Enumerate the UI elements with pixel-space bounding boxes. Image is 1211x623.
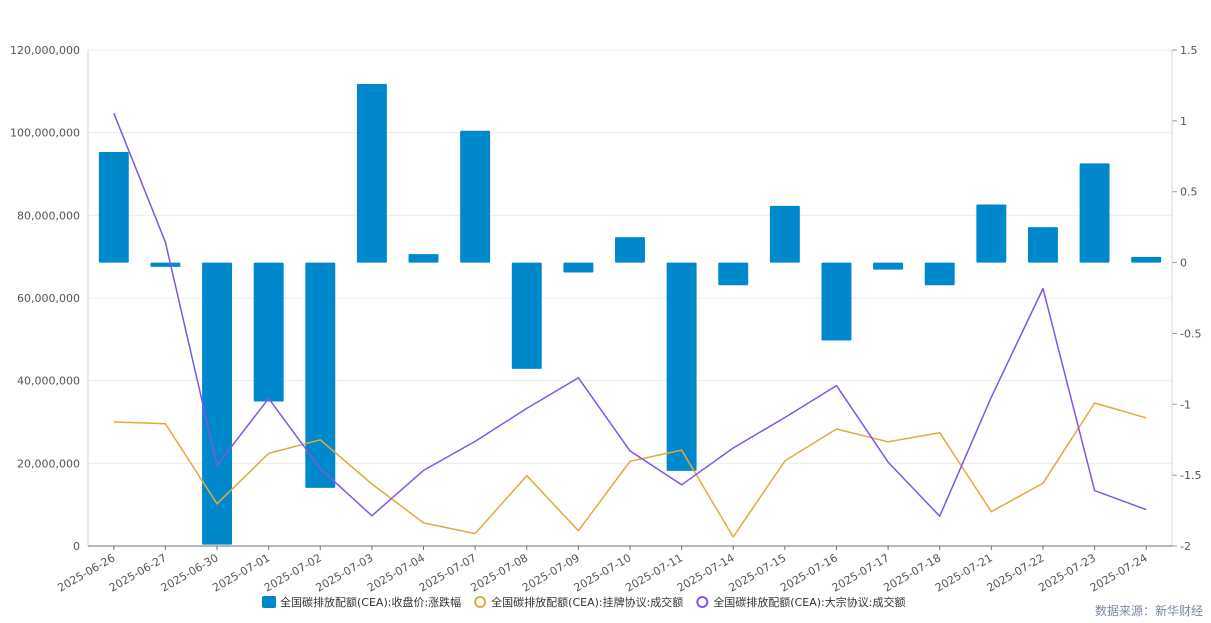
right-axis-tick-label: -2	[1180, 540, 1191, 553]
right-axis-tick-label: -1	[1180, 398, 1191, 411]
x-axis-tick-label: 2025-07-21	[933, 551, 995, 594]
right-axis-tick-label: 0.5	[1180, 186, 1198, 199]
legend-label: 全国碳排放配额(CEA):收盘价:涨跌幅	[280, 595, 461, 609]
left-axis-tick-label: 60,000,000	[17, 292, 80, 305]
line-series-block	[113, 112, 1147, 517]
x-axis-tick-label: 2025-07-14	[675, 551, 737, 594]
left-axis-tick-label: 100,000,000	[10, 127, 80, 140]
bar	[1131, 256, 1162, 263]
bar	[976, 204, 1007, 263]
source-label: 数据来源：新华财经	[1094, 604, 1203, 618]
left-y-axis: 0 20,000,000 40,000,000 60,000,000 80,000,00…	[10, 44, 89, 553]
legend-label: 全国碳排放配额(CEA):挂牌协议:成交额	[491, 595, 683, 609]
left-axis-tick-label: 120,000,000	[10, 44, 80, 57]
right-axis-tick-label: -0.5	[1180, 327, 1201, 340]
bar	[821, 262, 852, 341]
bar	[718, 262, 749, 286]
x-axis-tick-label: 2025-07-22	[985, 551, 1047, 594]
bar	[666, 262, 697, 471]
bar	[460, 130, 491, 263]
legend: 全国碳排放配额(CEA):收盘价:涨跌幅 全国碳排放配额(CEA):挂牌协议:成交…	[262, 595, 905, 609]
x-axis-tick-label: 2025-07-02	[262, 551, 324, 594]
x-axis-tick-label: 2025-07-24	[1088, 551, 1150, 594]
right-y-axis: -2 -1.5 -1 -0.5 0 0.5 1 1.5	[1171, 44, 1201, 553]
x-axis-tick-label: 2025-07-23	[1036, 551, 1098, 594]
left-axis-tick-label: 40,000,000	[17, 375, 80, 388]
right-axis-tick-label: 1	[1180, 115, 1187, 128]
bar	[1079, 163, 1110, 263]
x-axis-tick-label: 2025-07-03	[314, 551, 376, 594]
legend-swatch-line	[474, 596, 487, 608]
legend-swatch-bar	[262, 596, 276, 608]
bar	[511, 262, 542, 369]
left-axis-tick-label: 80,000,000	[17, 209, 80, 222]
x-axis-tick-label: 2025-07-01	[210, 551, 272, 594]
x-axis-tick-label: 2025-07-17	[830, 551, 892, 594]
x-axis-tick-label: 2025-07-04	[365, 551, 427, 594]
x-axis-tick-label: 2025-07-18	[881, 551, 943, 594]
legend-label: 全国碳排放配额(CEA):大宗协议:成交额	[713, 595, 905, 609]
left-axis-tick-label: 20,000,000	[17, 457, 80, 470]
bar	[1027, 227, 1058, 263]
line-series	[113, 112, 1147, 538]
right-axis-tick-label: 0	[1180, 257, 1187, 270]
bar	[253, 262, 284, 402]
x-axis-tick-label: 2025-07-16	[778, 551, 840, 594]
legend-swatch-line	[696, 596, 709, 608]
bar	[563, 262, 594, 273]
line-series-listed	[113, 402, 1147, 538]
right-axis-tick-label: 1.5	[1180, 44, 1198, 57]
x-axis: 2025-06-262025-06-272025-06-302025-07-01…	[55, 545, 1172, 595]
bar	[356, 84, 387, 263]
x-axis-tick-label: 2025-07-11	[623, 551, 685, 594]
bar-series	[98, 84, 1162, 545]
x-axis-tick-label: 2025-07-09	[520, 551, 582, 594]
bar	[202, 262, 233, 545]
x-axis-tick-label: 2025-07-07	[417, 551, 479, 594]
x-axis-tick-label: 2025-07-08	[468, 551, 530, 594]
x-axis-tick-label: 2025-06-30	[159, 551, 221, 594]
bar	[305, 262, 336, 488]
x-axis-tick-label: 2025-07-15	[726, 551, 788, 594]
bar	[615, 237, 645, 263]
x-axis-tick-label: 2025-06-27	[107, 551, 169, 594]
bar	[924, 262, 955, 286]
x-axis-tick-label: 2025-06-26	[55, 551, 117, 594]
bar	[408, 254, 439, 263]
right-axis-tick-label: -1.5	[1180, 469, 1201, 482]
left-axis-tick-label: 0	[73, 540, 80, 553]
bar	[873, 262, 904, 270]
bar	[98, 152, 129, 263]
bar	[769, 205, 800, 263]
bar	[150, 262, 181, 267]
x-axis-tick-label: 2025-07-10	[572, 551, 634, 594]
